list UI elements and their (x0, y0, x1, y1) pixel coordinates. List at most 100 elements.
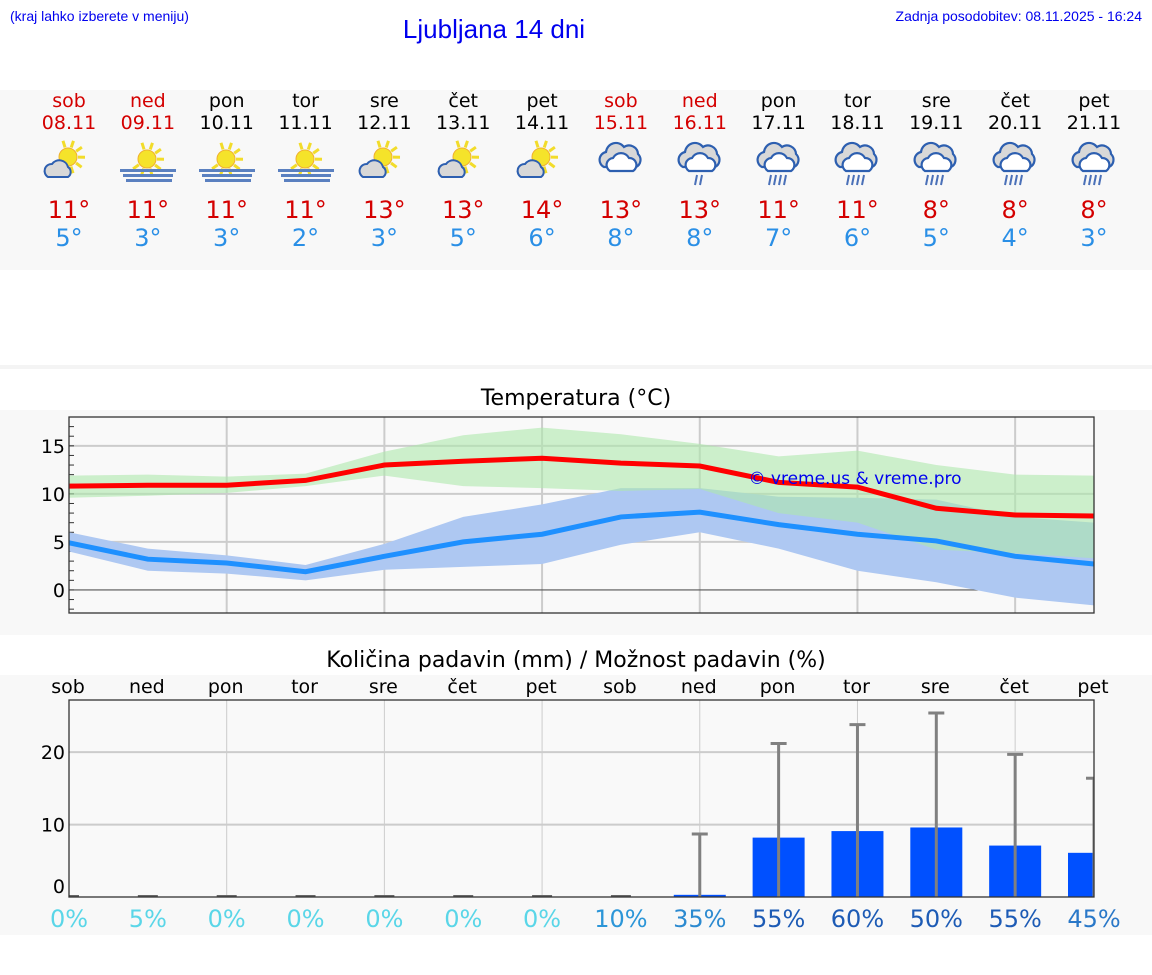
divider (0, 365, 1152, 369)
max-temperature: 11° (836, 196, 879, 224)
max-temperature: 8° (1080, 196, 1108, 224)
min-temperature: 3° (134, 224, 162, 252)
day-forecast: ned 16.11 13° 8° (661, 90, 739, 252)
y-tick-label: 15 (41, 436, 65, 458)
day-date: 13.11 (436, 112, 491, 134)
day-name: sre (921, 90, 951, 112)
min-temperature: 5° (449, 224, 477, 252)
x-category-label: čet (999, 676, 1029, 698)
precip-chance-label: 0% (444, 905, 482, 933)
day-date: 18.11 (830, 112, 885, 134)
cloud-rain-icon (740, 134, 818, 196)
y-tick-label: 0 (53, 580, 65, 602)
day-forecast: sre 12.11 13° 3° (345, 90, 423, 252)
day-forecast: sre 19.11 8° 5° (897, 90, 975, 252)
min-temperature: 4° (1001, 224, 1029, 252)
sun-cloud-icon (30, 134, 108, 196)
day-forecast: tor 11.11 11° 2° (267, 90, 345, 252)
x-category-label: tor (843, 676, 870, 698)
day-forecast: čet 20.11 8° 4° (976, 90, 1054, 252)
x-category-label: čet (447, 676, 477, 698)
day-name: pon (208, 90, 245, 112)
day-date: 17.11 (751, 112, 806, 134)
day-name: sob (52, 90, 86, 112)
day-date: 12.11 (357, 112, 412, 134)
x-category-label: pon (760, 676, 796, 698)
day-date: 14.11 (514, 112, 570, 134)
precip-chance-label: 0% (286, 905, 324, 933)
day-forecast: ned 09.11 11° 3° (109, 90, 187, 252)
sun-cloud-icon (503, 134, 581, 196)
precip-chance-label: 10% (594, 905, 647, 933)
day-date: 10.11 (199, 112, 254, 134)
cloud-rain-icon (976, 134, 1054, 196)
precip-chance-label: 0% (523, 905, 561, 933)
max-temperature-range (69, 427, 1094, 559)
max-temperature: 11° (205, 196, 248, 224)
day-name: tor (844, 90, 871, 112)
precip-chance-label: 35% (673, 905, 726, 933)
cloud-rain-icon (897, 134, 975, 196)
precip-chance-label: 60% (831, 905, 884, 933)
precip-marks (69, 711, 1094, 897)
day-name: ned (129, 90, 166, 112)
day-forecast: sob 08.11 11° 5° (30, 90, 108, 252)
precipitation-chart-title: Količina padavin (mm) / Možnost padavin … (326, 648, 826, 673)
precip-chance-label: 0% (50, 905, 88, 933)
x-category-label: sob (603, 676, 637, 698)
day-date: 15.11 (593, 112, 649, 134)
precip-chance-label: 45% (1067, 905, 1120, 933)
day-forecast: pon 17.11 11° 7° (740, 90, 818, 252)
day-forecast: tor 18.11 11° 6° (818, 90, 896, 252)
day-name: sob (604, 90, 638, 112)
precip-chance-label: 5% (129, 905, 167, 933)
precip-plot-border (68, 699, 1095, 898)
min-temperature: 2° (291, 224, 320, 252)
x-category-label: ned (681, 676, 717, 698)
y-tick-label: 10 (41, 484, 65, 506)
y-tick-label: 5 (53, 532, 65, 554)
max-temperature: 11° (126, 196, 170, 224)
max-temperature: 11° (757, 196, 800, 224)
max-temperature: 11° (47, 196, 91, 224)
min-temperature-line (68, 509, 1095, 575)
x-category-label: sre (921, 676, 950, 698)
x-category-label: ned (129, 676, 165, 698)
day-date: 16.11 (672, 112, 727, 134)
precip-chance-label: 0% (365, 905, 403, 933)
min-temperature: 6° (528, 224, 556, 252)
min-temperature: 3° (1080, 224, 1108, 252)
sun-fog-icon (188, 134, 266, 196)
x-category-label: tor (291, 676, 318, 698)
day-name: ned (681, 90, 718, 112)
max-temperature-line (68, 455, 1095, 519)
precip-chance-label: 55% (752, 905, 805, 933)
min-temperature: 8° (607, 224, 635, 252)
day-name: tor (292, 90, 319, 112)
x-category-label: pet (1077, 676, 1108, 698)
cloudy-icon (582, 134, 660, 196)
precip-bar (1068, 852, 1094, 897)
min-temperature: 3° (213, 224, 241, 252)
day-name: pon (760, 90, 797, 112)
x-category-label: sob (51, 676, 85, 698)
max-temperature: 8° (1001, 196, 1029, 224)
precip-chance-label: 0% (208, 905, 246, 933)
max-temperature: 8° (922, 196, 950, 224)
x-category-label: pon (208, 676, 244, 698)
max-temperature: 14° (520, 196, 564, 224)
day-forecast: čet 13.11 13° 5° (424, 90, 502, 252)
day-forecast: pon 10.11 11° 3° (188, 90, 266, 252)
day-name: pet (1078, 90, 1110, 112)
cloud-rain-icon (818, 134, 896, 196)
day-forecast: sob 15.11 13° 8° (582, 90, 660, 252)
watermark: © vreme.us & vreme.pro (748, 469, 961, 489)
last-updated: Zadnja posodobitev: 08.11.2025 - 16:24 (895, 8, 1142, 24)
city-menu-hint: (kraj lahko izberete v meniju) (10, 8, 189, 24)
max-temperature: 11° (284, 196, 327, 224)
sun-cloud-icon (345, 134, 423, 196)
cloud-light-rain-icon (661, 134, 739, 196)
temperature-chart-title: Temperatura (°C) (480, 386, 672, 411)
temperature-plot-border (68, 416, 1095, 614)
day-name: sre (369, 90, 399, 112)
